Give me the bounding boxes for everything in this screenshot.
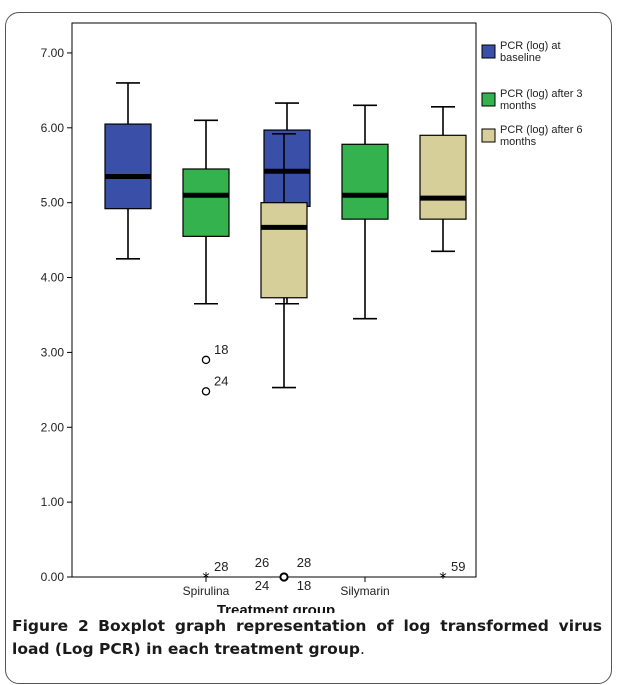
y-tick-label: 2.00: [41, 420, 65, 434]
outlier-label: 59: [451, 559, 465, 574]
boxplot-chart: 0.00 1.00 2.00 3.00 4.00 5.00 6.00 7.00 Spirulin…: [41, 22, 583, 613]
y-tick-label: 5.00: [41, 196, 65, 210]
outlier-star: *: [439, 569, 447, 587]
legend-swatch: [481, 128, 496, 143]
legend-label: PCR (log) after 3 months: [500, 88, 583, 112]
y-tick-label: 3.00: [41, 345, 65, 359]
box: [260, 202, 308, 299]
x-tick-label: Silymarin: [340, 584, 389, 598]
legend-swatch: [481, 92, 496, 107]
box: [341, 143, 389, 220]
x-tick-label: Spirulina: [183, 584, 230, 598]
caption-label: Figure 2: [12, 617, 89, 635]
plot-area: [71, 22, 477, 578]
outlier-label: 28: [297, 555, 311, 570]
outlier-label: 24: [255, 578, 269, 593]
outlier-circle: [201, 387, 211, 396]
outlier-circle: [279, 572, 289, 582]
box: [263, 129, 311, 208]
caption-end: .: [359, 640, 365, 658]
y-tick-label: 4.00: [41, 271, 65, 285]
outlier-circle: [201, 355, 211, 365]
legend-label: PCR (log) at baseline: [500, 40, 561, 64]
figure-caption: Figure 2 Boxplot graph representation of…: [12, 615, 602, 661]
box: [419, 134, 467, 220]
outlier-label: 24: [214, 373, 228, 388]
figure-frame: 0.00 1.00 2.00 3.00 4.00 5.00 6.00 7.00 Spirulin…: [5, 12, 612, 684]
outlier-label: 26: [255, 555, 269, 570]
outlier-label: 18: [214, 342, 228, 357]
y-tick-label: 1.00: [41, 495, 65, 509]
legend-label: PCR (log) after 6 months: [500, 124, 583, 148]
y-tick-label: 6.00: [41, 121, 65, 135]
x-axis-title: Treatment group: [217, 602, 335, 613]
y-tick-label: 0.00: [41, 570, 65, 584]
box: [104, 123, 152, 210]
caption-text: Boxplot graph representation of log tran…: [12, 617, 602, 658]
outlier-label: 18: [297, 578, 311, 593]
outlier-star: *: [202, 569, 210, 587]
outlier-label: 28: [214, 559, 228, 574]
legend-swatch: [481, 44, 496, 59]
y-tick-label: 7.00: [41, 46, 65, 60]
box: [182, 168, 230, 237]
